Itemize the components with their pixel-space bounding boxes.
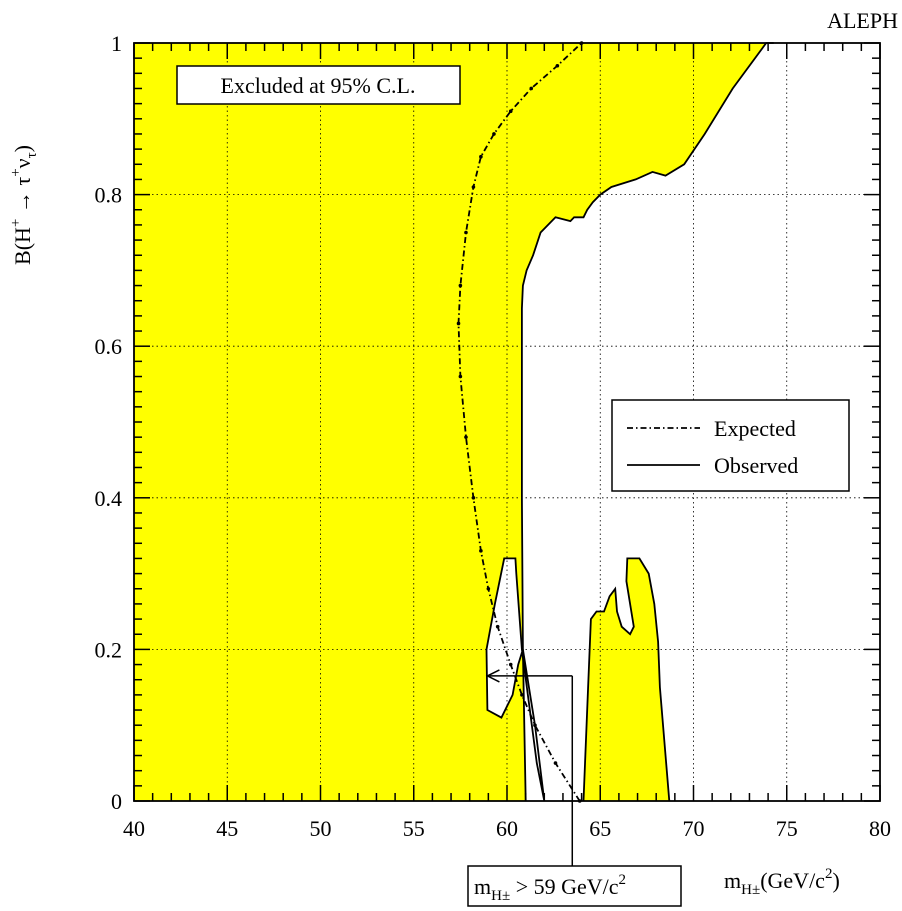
legend-observed-label: Observed	[714, 453, 798, 478]
y-tick-label: 0	[111, 789, 122, 814]
x-tick-label: 65	[589, 816, 611, 841]
expected-point	[458, 283, 463, 288]
x-tick-label: 55	[403, 816, 425, 841]
experiment-label: ALEPH	[827, 8, 898, 33]
expected-point	[533, 723, 537, 727]
expected-point	[529, 86, 534, 91]
excluded-label-box: Excluded at 95% C.L.	[176, 65, 461, 105]
observed-contour-island	[582, 557, 671, 802]
y-tick-label: 0.4	[95, 486, 123, 511]
x-tick-label: 60	[496, 816, 518, 841]
expected-point	[495, 624, 500, 629]
expected-point	[508, 662, 513, 667]
x-tick-label: 50	[310, 816, 332, 841]
limit-arrowhead	[485, 669, 500, 683]
x-axis-label: mH±(GeV/c2)	[724, 866, 840, 898]
expected-point	[456, 321, 461, 326]
x-tick-labels: 40 45 50 55 60 65 70 75 80	[123, 816, 891, 841]
observed-contour-main	[521, 42, 774, 802]
expected-point	[479, 154, 483, 159]
expected-point	[486, 586, 491, 591]
mass-limit-arrow	[485, 669, 574, 866]
limit-box: mH± > 59 GeV/c2	[467, 865, 682, 907]
x-tick-label: 70	[683, 816, 705, 841]
y-tick-label: 0.6	[95, 334, 123, 359]
limit-box-text: mH± > 59 GeV/c2	[474, 872, 626, 904]
y-tick-labels: 0 0.2 0.4 0.6 0.8 1	[95, 31, 123, 814]
x-tick-label: 40	[123, 816, 145, 841]
excluded-region-fill	[134, 43, 774, 801]
legend-expected-label: Expected	[714, 416, 796, 441]
expected-point	[492, 132, 496, 136]
y-axis-label: B(H+ → τ+ντ)	[8, 145, 40, 265]
expected-point	[464, 435, 468, 439]
y-tick-label: 1	[111, 31, 122, 56]
observed-contour-pocket	[485, 557, 546, 802]
expected-point	[471, 496, 476, 500]
expected-point	[464, 230, 468, 235]
excluded-island-fill	[583, 558, 670, 801]
x-tick-label: 80	[869, 816, 891, 841]
legend: Expected Observed	[611, 399, 850, 492]
expected-point	[508, 109, 513, 114]
x-tick-label: 45	[216, 816, 238, 841]
expected-point	[555, 63, 560, 68]
x-tick-label: 75	[776, 816, 798, 841]
expected-point	[458, 374, 463, 379]
y-tick-label: 0.2	[95, 637, 123, 662]
expected-point	[553, 761, 558, 765]
expected-point	[479, 549, 483, 553]
y-tick-label: 0.8	[95, 183, 123, 208]
expected-point	[520, 693, 524, 697]
excluded-label-text: Excluded at 95% C.L.	[221, 73, 416, 98]
axis-ticks	[133, 42, 881, 802]
legend-box	[611, 399, 850, 492]
expected-point	[471, 185, 476, 189]
